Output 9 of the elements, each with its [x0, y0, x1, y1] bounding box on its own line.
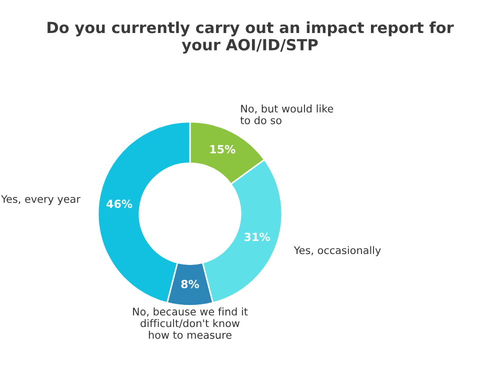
slice-label: Yes, occasionally: [294, 246, 381, 256]
data-label: 31%: [244, 232, 270, 242]
data-label: 15%: [210, 145, 236, 154]
slice-label: No, but would like to do so: [240, 104, 334, 124]
chart-title: Do you currently carry out an impact report for your AOI/ID/STP: [48, 21, 454, 54]
slice-label: No, because we find it difficult/don't know how to measure: [133, 307, 248, 339]
data-label: 8%: [181, 280, 200, 288]
slice-label: Yes, every year: [1, 195, 80, 205]
data-label: 46%: [106, 200, 132, 208]
